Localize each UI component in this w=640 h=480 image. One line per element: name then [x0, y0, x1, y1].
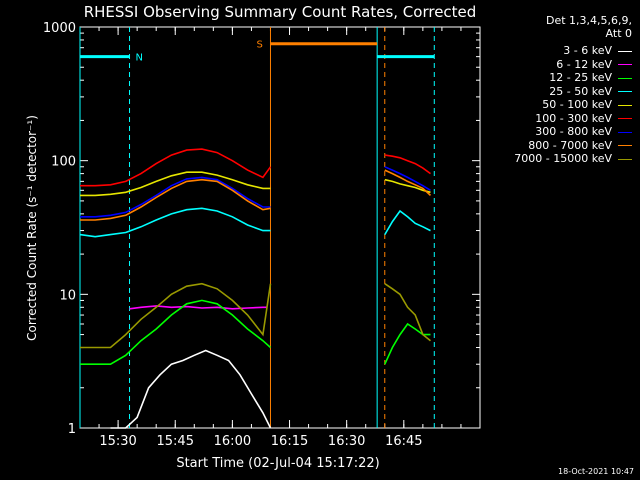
legend-entry: 6 - 12 keV: [556, 58, 632, 71]
legend-header-line-1: Det 1,3,4,5,6,9,: [545, 14, 632, 27]
legend-swatch: [618, 91, 632, 92]
plot-area: 1 10 100 1000 15:30 15:45 16:00 16:15 16:30 16:45…: [43, 21, 481, 449]
legend-swatch: [618, 145, 632, 146]
legend-label: 6 - 12 keV: [556, 57, 612, 71]
series-line-2-1: [384, 322, 431, 365]
y-tick-label: 100: [51, 155, 76, 170]
footer-timestamp: 18-Oct-2021 10:47: [558, 467, 634, 476]
series-line-6-0: [80, 176, 271, 218]
legend-entry: 800 - 7000 keV: [528, 139, 632, 152]
series-line-7-1: [384, 169, 432, 196]
legend-header-line-2: Att 0: [605, 27, 632, 40]
legend-entry: 50 - 100 keV: [542, 98, 632, 111]
legend-swatch: [618, 50, 632, 52]
legend-entry: 12 - 25 keV: [549, 71, 632, 84]
series-line-3-0: [79, 207, 271, 238]
series-line-4-0: [80, 171, 271, 197]
x-tick-label: 15:45: [157, 434, 194, 449]
x-tick-label: 16:15: [271, 434, 308, 449]
series-line-2-0: [80, 299, 272, 366]
series-line-1-0: [129, 305, 267, 310]
series-line-8-0: [80, 282, 272, 349]
legend-entry: 25 - 50 keV: [549, 85, 632, 98]
legend-entry: 300 - 800 keV: [535, 125, 632, 138]
x-axis-label: Start Time (02-Jul-04 15:17:22): [176, 456, 379, 471]
legend-swatch: [618, 77, 632, 79]
series-line-7-0: [80, 178, 271, 221]
x-tick-label: 16:00: [214, 434, 251, 449]
series-line-6-1: [384, 166, 431, 191]
legend-entry: 7000 - 15000 keV: [514, 152, 632, 165]
legend-swatch: [618, 64, 632, 65]
y-tick-label: 1000: [43, 21, 76, 36]
legend-header: Det 1,3,4,5,6,9, Att 0: [546, 14, 632, 40]
series-line-5-1: [384, 154, 431, 175]
legend-label: 300 - 800 keV: [535, 125, 612, 138]
legend-label: 7000 - 15000 keV: [514, 152, 612, 165]
series-line-0-0: [110, 349, 272, 429]
legend-label: 100 - 300 keV: [535, 111, 612, 125]
legend-label: 25 - 50 keV: [549, 84, 612, 98]
series-line-5-0: [80, 148, 272, 187]
legend-label: 50 - 100 keV: [542, 98, 612, 111]
legend-label: 3 - 6 keV: [563, 44, 612, 57]
series-line-4-1: [384, 178, 431, 194]
night-marker-label: N: [136, 53, 143, 64]
legend-entry: 100 - 300 keV: [535, 112, 632, 125]
legend-swatch: [618, 104, 632, 106]
x-tick-label: 16:45: [385, 434, 422, 449]
series-line-3-1: [384, 209, 431, 236]
legend-entry: 3 - 6 keV: [563, 44, 632, 57]
legend-swatch: [618, 118, 632, 119]
y-axis-label: Corrected Count Rate (s⁻¹ detector⁻¹): [25, 115, 39, 341]
chart-title: RHESSI Observing Summary Count Rates, Co…: [84, 3, 477, 21]
x-tick-label: 15:30: [99, 434, 136, 449]
legend-swatch: [618, 158, 632, 160]
y-tick-label: 10: [59, 288, 76, 303]
legend-label: 800 - 7000 keV: [528, 138, 612, 152]
saa-marker-label: S: [256, 40, 262, 51]
legend-swatch: [618, 131, 632, 133]
legend-label: 12 - 25 keV: [549, 71, 612, 84]
y-tick-label: 1: [68, 422, 76, 437]
series-line-8-1: [384, 283, 432, 342]
x-tick-label: 16:30: [328, 434, 365, 449]
